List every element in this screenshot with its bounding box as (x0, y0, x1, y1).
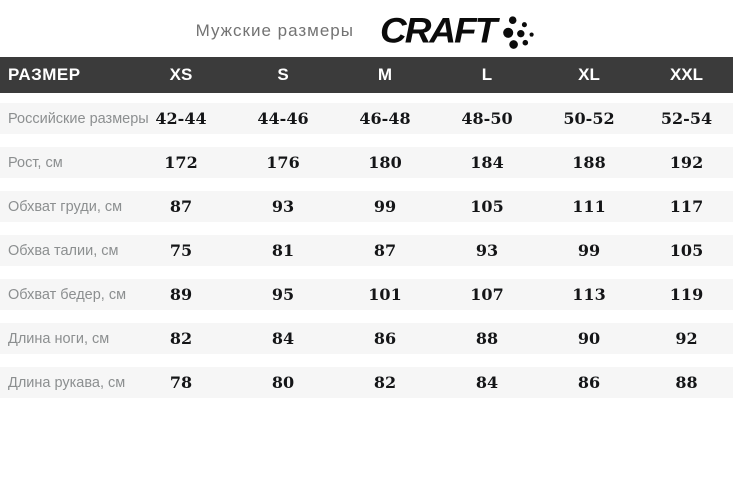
craft-dots-icon (501, 13, 537, 49)
cell: 107 (470, 285, 504, 304)
cell: 184 (470, 153, 504, 172)
cell: 176 (266, 153, 300, 172)
cell: 117 (669, 197, 704, 216)
cell: 81 (271, 241, 295, 260)
col-header-m: M (377, 65, 393, 84)
cell: 46-48 (359, 109, 411, 128)
cell: 44-46 (257, 109, 309, 128)
masthead: Мужские размеры CRAFT (0, 0, 733, 57)
col-header-size: РАЗМЕР (8, 65, 81, 84)
craft-logo-text: CRAFT (379, 11, 497, 50)
cell: 188 (572, 153, 606, 172)
cell: 113 (572, 285, 606, 304)
cell: 111 (572, 197, 606, 216)
cell: 48-50 (461, 109, 513, 128)
table-row-hips: Обхват бедер, см 89 95 101 107 113 119 (0, 279, 733, 310)
cell: 99 (577, 241, 601, 260)
cell: 78 (169, 373, 193, 392)
table-row-russian-sizes: Российские размеры 42-44 44-46 46-48 48-… (0, 103, 733, 134)
col-header-xl: XL (578, 65, 600, 84)
table-row-waist: Обхва талии, см 75 81 87 93 99 105 (0, 235, 733, 266)
cell: 88 (675, 373, 698, 392)
row-label: Длина ноги, см (8, 330, 110, 347)
row-label: Рост, см (8, 154, 63, 171)
cell: 119 (669, 285, 704, 304)
cell: 87 (169, 197, 193, 216)
cell: 93 (475, 241, 499, 260)
cell: 105 (669, 241, 704, 260)
row-label: Обхват груди, см (8, 198, 123, 215)
row-label: Длина рукава, см (8, 374, 126, 391)
cell: 101 (368, 285, 402, 304)
cell: 84 (271, 329, 295, 348)
table-body: Российские размеры 42-44 44-46 46-48 48-… (0, 103, 733, 398)
cell: 52-54 (660, 109, 713, 128)
col-header-xxl: XXL (669, 65, 704, 84)
cell: 89 (169, 285, 193, 304)
table-row-chest: Обхват груди, см 87 93 99 105 111 117 (0, 191, 733, 222)
row-label: Обхват бедер, см (8, 286, 127, 303)
cell: 172 (164, 153, 198, 172)
cell: 42-44 (155, 109, 207, 128)
cell: 93 (271, 197, 295, 216)
cell: 86 (577, 373, 601, 392)
table-row-height: Рост, см 172 176 180 184 188 192 (0, 147, 733, 178)
cell: 95 (271, 285, 295, 304)
table-header-row: РАЗМЕР XS S M L XL XXL (0, 57, 733, 93)
col-header-s: S (277, 65, 289, 84)
cell: 192 (669, 153, 704, 172)
cell: 50-52 (563, 109, 615, 128)
cell: 80 (271, 373, 295, 392)
cell: 105 (470, 197, 504, 216)
table-row-sleeve-length: Длина рукава, см 78 80 82 84 86 88 (0, 367, 733, 398)
cell: 180 (368, 153, 402, 172)
cell: 82 (373, 373, 397, 392)
row-label: Российские размеры (8, 110, 149, 127)
row-label: Обхва талии, см (8, 242, 119, 259)
col-header-l: L (481, 65, 493, 84)
cell: 84 (475, 373, 499, 392)
table-row-leg-length: Длина ноги, см 82 84 86 88 90 92 (0, 323, 733, 354)
page-title: Мужские размеры (195, 20, 354, 40)
craft-logo: CRAFT (380, 12, 537, 49)
cell: 88 (475, 329, 499, 348)
cell: 75 (169, 241, 193, 260)
cell: 82 (169, 329, 193, 348)
cell: 99 (373, 197, 397, 216)
cell: 86 (373, 329, 397, 348)
cell: 92 (675, 329, 698, 348)
cell: 87 (373, 241, 397, 260)
size-table: РАЗМЕР XS S M L XL XXL Российские размер… (0, 57, 733, 398)
cell: 90 (577, 329, 601, 348)
col-header-xs: XS (169, 65, 193, 84)
